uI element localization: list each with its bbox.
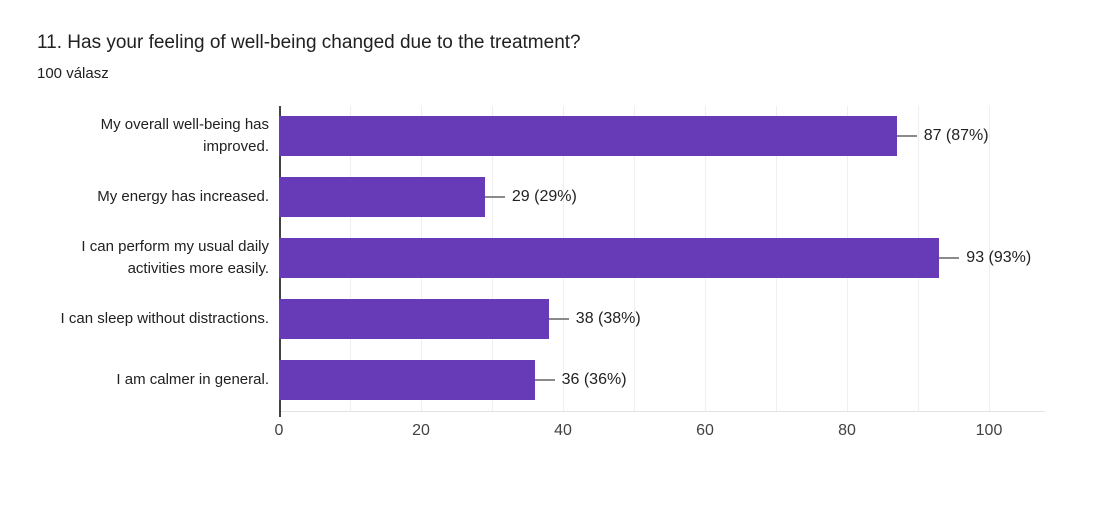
x-tick-label: 40 <box>554 421 572 439</box>
category-label: My energy has increased. <box>97 188 269 206</box>
bar-row: I can perform my usual daily activities … <box>37 228 1099 289</box>
bar-row: I can sleep without distractions. 38 (38%… <box>37 289 1099 350</box>
bar-row: My energy has increased. 29 (29%) <box>37 167 1099 228</box>
category-label: I can sleep without distractions. <box>60 310 269 328</box>
bar <box>279 238 940 279</box>
x-tick-label: 100 <box>975 421 1003 439</box>
bar <box>279 360 535 401</box>
bar-track: 93 (93%) <box>279 238 1099 279</box>
survey-chart-card: 11. Has your feeling of well-being chang… <box>37 32 1099 439</box>
value-label: 29 (29%) <box>511 188 577 206</box>
category-label: I am calmer in general. <box>116 371 269 389</box>
value-label: 87 (87%) <box>923 127 989 145</box>
x-tick-label: 20 <box>412 421 430 439</box>
bar <box>279 116 897 157</box>
x-tick-label: 80 <box>838 421 856 439</box>
x-axis-ticks: 0 20 40 60 80 100 <box>275 421 1045 444</box>
bar-row: My overall well-being has improved. 87 (8… <box>37 106 1099 167</box>
value-label: 93 (93%) <box>966 249 1032 267</box>
bar-rows: My overall well-being has improved. 87 (8… <box>37 106 1099 411</box>
value-connector-line <box>548 318 569 321</box>
value-connector-line <box>534 379 555 382</box>
value-connector-line <box>484 196 505 199</box>
bar-row: I am calmer in general. 36 (36%) <box>37 350 1099 411</box>
bar-track: 38 (38%) <box>279 299 1099 340</box>
value-label: 38 (38%) <box>575 310 641 328</box>
bar <box>279 299 549 340</box>
bar-track: 29 (29%) <box>279 177 1099 218</box>
bar-chart: My overall well-being has improved. 87 (8… <box>37 105 1099 439</box>
response-count: 100 válasz <box>37 64 109 82</box>
value-connector-line <box>896 135 917 138</box>
bar-track: 87 (87%) <box>279 116 1099 157</box>
value-connector-line <box>939 257 960 260</box>
question-title: 11. Has your feeling of well-being chang… <box>37 32 581 53</box>
x-tick-label: 0 <box>274 421 284 439</box>
category-label: My overall well-being has improved. <box>100 116 269 156</box>
value-label: 36 (36%) <box>561 371 627 389</box>
x-baseline <box>279 410 1045 412</box>
bar-track: 36 (36%) <box>279 360 1099 401</box>
category-label: I can perform my usual daily activities … <box>81 238 269 278</box>
x-tick-label: 60 <box>696 421 714 439</box>
gridline <box>989 105 990 411</box>
bar <box>279 177 485 218</box>
